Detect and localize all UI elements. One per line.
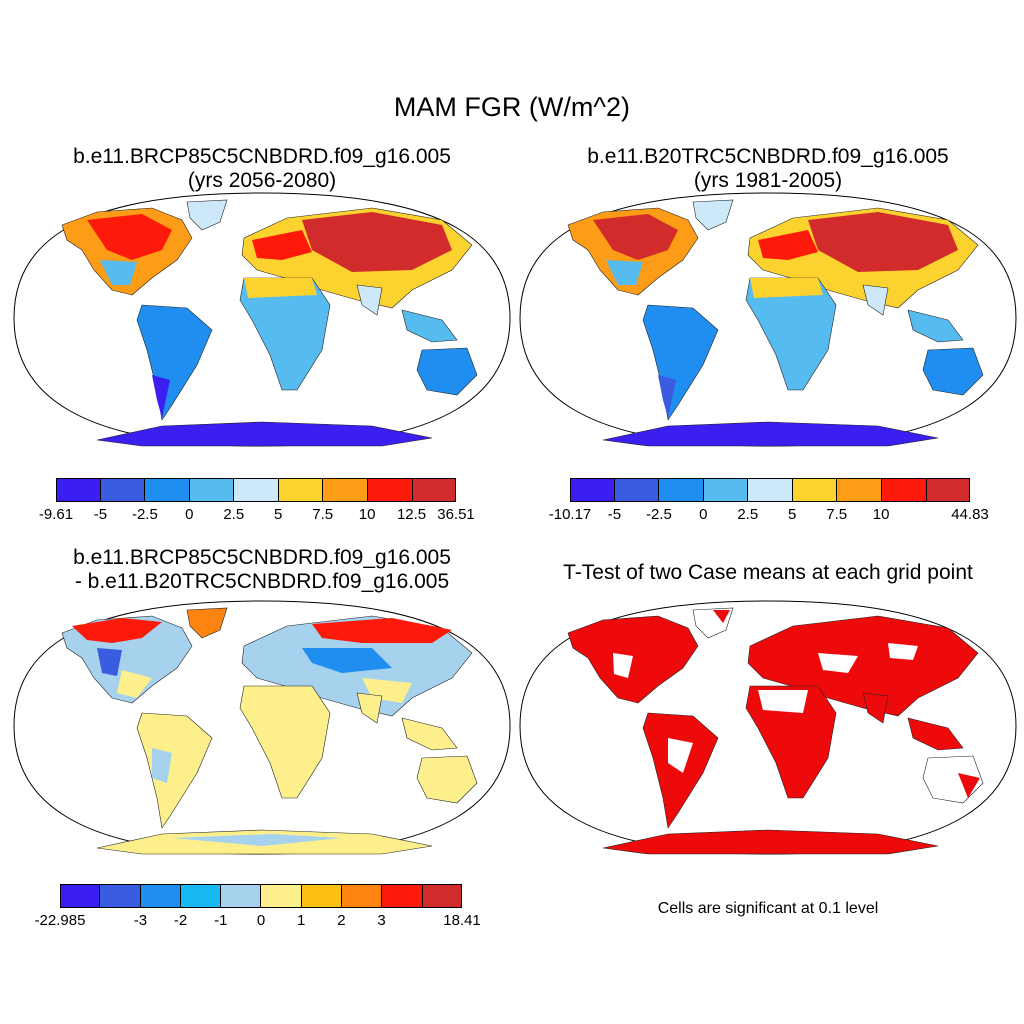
cb1-swatch xyxy=(145,478,190,502)
cb3-swatch xyxy=(422,884,462,908)
cb1-swatch xyxy=(367,478,413,502)
cb3-swatch xyxy=(342,884,383,908)
cb1-tick-label: -9.61 xyxy=(38,506,74,523)
cb1-tick-label: 5 xyxy=(274,506,283,523)
cb1-swatch xyxy=(234,478,279,502)
panel4-title: T-Test of two Case means at each grid po… xyxy=(563,561,973,584)
panel2-map xyxy=(519,192,1017,447)
cb3-swatch xyxy=(140,884,181,908)
cb2-swatch xyxy=(614,478,660,502)
cb3-swatch xyxy=(301,884,343,908)
cb3-tick-label: -3 xyxy=(133,912,148,929)
eurasia xyxy=(747,615,979,717)
cb1-tick-label: 7.5 xyxy=(312,506,334,523)
cb2-tick-label: 44.83 xyxy=(951,506,989,523)
north-america xyxy=(567,615,699,704)
significance-note: Cells are significant at 0.1 level xyxy=(657,900,879,917)
australia xyxy=(416,347,478,396)
cb1-tick-label: 12.5 xyxy=(396,506,427,523)
cb1-swatch xyxy=(323,478,368,502)
cb3-swatch xyxy=(382,884,423,908)
cb1-swatch xyxy=(189,478,235,502)
cb2-swatch xyxy=(792,478,838,502)
panel2-colorbar xyxy=(570,478,971,502)
cb3-tick-label: -1 xyxy=(214,912,228,929)
panel3-title-line1: b.e11.BRCP85C5CNBDRD.f09_g16.005 xyxy=(73,546,451,569)
cb2-swatch xyxy=(703,478,749,502)
cb2-swatch xyxy=(881,478,927,502)
cb2-tick-label: -10.17 xyxy=(548,506,592,523)
cb1-tick-label: 0 xyxy=(185,506,194,523)
panel1-map xyxy=(13,192,511,447)
figure-title: MAM FGR (W/m^2) xyxy=(393,92,631,122)
panel2-title-line1: b.e11.B20TRC5CNBDRD.f09_g16.005 xyxy=(587,145,949,168)
africa xyxy=(239,277,331,391)
cb1-swatch xyxy=(412,478,457,502)
greenland xyxy=(692,199,734,231)
cb3-tick-label: 0 xyxy=(256,912,266,929)
panel3-title: b.e11.BRCP85C5CNBDRD.f09_g16.005 - b.e11… xyxy=(12,546,512,594)
africa xyxy=(239,685,331,799)
africa xyxy=(745,277,837,391)
cb3-tick-label: 3 xyxy=(377,912,386,929)
cb2-tick-label: 2.5 xyxy=(737,506,759,523)
cb2-swatch xyxy=(926,478,971,502)
panel1-colorbar xyxy=(56,478,457,502)
cb3-swatch xyxy=(221,884,262,908)
greenland xyxy=(186,607,228,639)
cb1-swatch xyxy=(100,478,146,502)
cb3-tick-label: 18.41 xyxy=(443,912,481,929)
cb3-swatch xyxy=(261,884,302,908)
cb1-swatch xyxy=(56,478,101,502)
panel3-title-line2: - b.e11.B20TRC5CNBDRD.f09_g16.005 xyxy=(74,570,450,593)
panel3-colorbar xyxy=(60,884,462,908)
australia xyxy=(416,755,478,804)
cb1-tick-label: -2.5 xyxy=(131,506,158,523)
panel4-map xyxy=(519,600,1017,855)
australia xyxy=(922,347,984,396)
cb3-tick-label: 2 xyxy=(337,912,346,929)
panel2-title-line2: (yrs 1981-2005) xyxy=(693,169,843,192)
cb2-swatch xyxy=(837,478,882,502)
cb3-swatch xyxy=(180,884,222,908)
cb3-tick-label: -22.985 xyxy=(34,912,86,929)
antarctica xyxy=(96,421,433,447)
cb2-tick-label: 0 xyxy=(699,506,708,523)
cb3-tick-label: 1 xyxy=(297,912,306,929)
cb2-tick-label: 10 xyxy=(872,506,890,523)
south-america xyxy=(642,304,719,421)
cb1-swatch xyxy=(278,478,324,502)
cb1-tick-label: -5 xyxy=(93,506,108,523)
cb1-tick-label: 10 xyxy=(358,506,376,523)
cb2-swatch xyxy=(659,478,704,502)
cb2-tick-label: 7.5 xyxy=(826,506,848,523)
panel1-title: b.e11.BRCP85C5CNBDRD.f09_g16.005 (yrs 20… xyxy=(12,145,512,193)
cb2-swatch xyxy=(570,478,615,502)
africa xyxy=(745,685,837,799)
cb3-swatch xyxy=(60,884,101,908)
panel3-map xyxy=(13,600,511,855)
panel2-title: b.e11.B20TRC5CNBDRD.f09_g16.005 (yrs 198… xyxy=(518,145,1018,193)
cb2-swatch xyxy=(748,478,793,502)
cb2-tick-label: 5 xyxy=(788,506,797,523)
cb3-tick-label: -2 xyxy=(173,912,188,929)
south-america xyxy=(136,304,213,421)
cb2-tick-label: -2.5 xyxy=(645,506,672,523)
antarctica xyxy=(602,421,939,447)
cb3-swatch xyxy=(100,884,141,908)
cb1-tick-label: 36.51 xyxy=(437,506,475,523)
south-america xyxy=(136,712,213,829)
panel1-title-line2: (yrs 2056-2080) xyxy=(187,169,337,192)
antarctica xyxy=(602,829,939,855)
greenland xyxy=(186,199,228,231)
cb2-tick-label: -5 xyxy=(607,506,622,523)
cb1-tick-label: 2.5 xyxy=(223,506,245,523)
panel1-title-line1: b.e11.BRCP85C5CNBDRD.f09_g16.005 xyxy=(73,145,451,168)
